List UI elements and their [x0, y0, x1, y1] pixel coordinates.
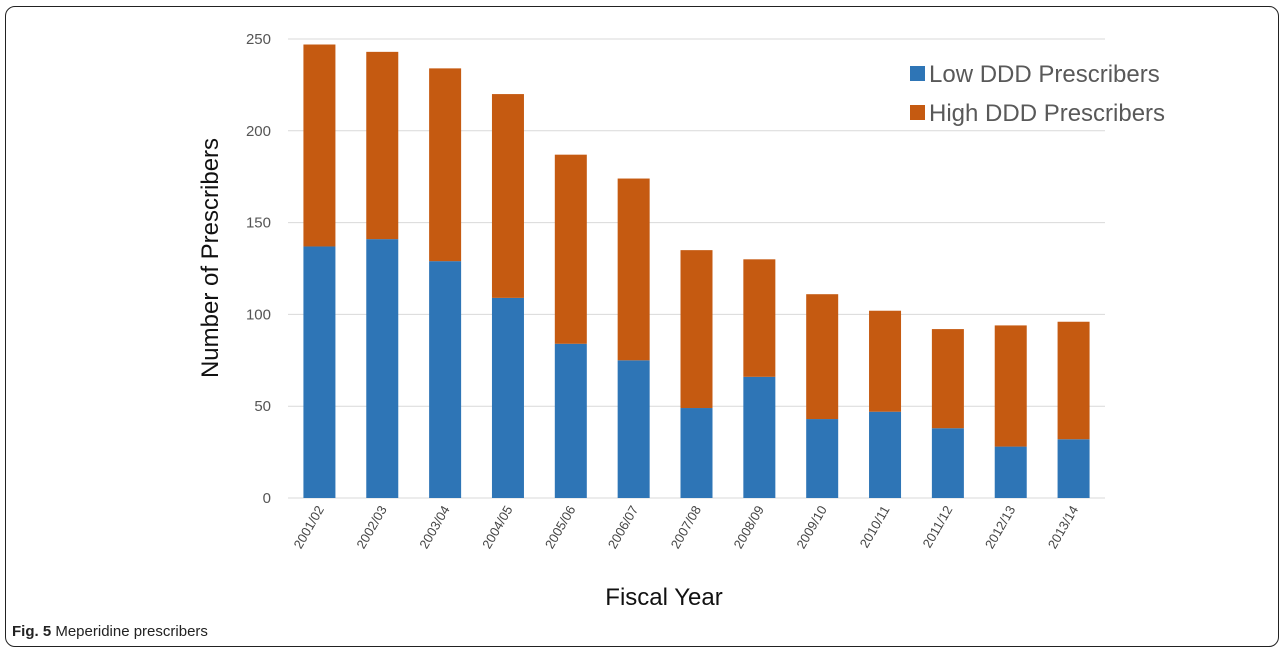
x-tick-labels: 2001/02 2002/03 2003/04 2004/05 2005/06 2006/…: [291, 503, 1082, 551]
bar-high-ddd: [1057, 321, 1090, 440]
bar-high-ddd: [869, 310, 902, 412]
figure-frame: [5, 6, 1279, 647]
legend: Low DDD Prescribers High DDD Prescribers: [910, 61, 1165, 127]
bar-low-ddd: [554, 343, 587, 498]
bar-high-ddd: [366, 51, 399, 240]
bar-low-ddd: [429, 261, 462, 498]
bar-low-ddd: [869, 411, 902, 498]
bar-low-ddd: [303, 246, 336, 498]
bar-low-ddd: [366, 239, 399, 498]
x-axis-title: Fiscal Year: [605, 584, 722, 611]
figure-caption-label: Fig. 5: [12, 623, 52, 640]
bar-high-ddd: [680, 250, 713, 409]
y-tick-label: 200: [246, 123, 271, 140]
bar-low-ddd: [1057, 439, 1090, 498]
bar-high-ddd: [806, 294, 839, 420]
figure-caption: Fig. 5 Meperidine prescribers: [12, 623, 208, 640]
gridlines: [288, 38, 1105, 499]
x-tick-label: 2001/02: [291, 503, 327, 551]
bar-low-ddd: [680, 408, 713, 498]
bar-low-ddd: [491, 297, 524, 498]
x-tick-label: 2004/05: [479, 503, 515, 551]
legend-label: Low DDD Prescribers: [929, 61, 1160, 88]
bar-high-ddd: [931, 329, 964, 429]
bar-high-ddd: [491, 94, 524, 298]
bar-high-ddd: [617, 178, 650, 361]
y-tick-label: 250: [246, 31, 271, 48]
bar-high-ddd: [429, 68, 462, 262]
bar-high-ddd: [994, 325, 1027, 447]
x-tick-label: 2012/13: [982, 503, 1018, 551]
bar-low-ddd: [743, 376, 776, 498]
x-tick-label: 2010/11: [857, 503, 893, 550]
bars: [303, 44, 1090, 498]
x-tick-label: 2009/10: [793, 503, 829, 551]
bar-low-ddd: [931, 428, 964, 498]
x-tick-label: 2003/04: [416, 503, 452, 551]
legend-label: High DDD Prescribers: [929, 100, 1165, 127]
y-tick-label: 100: [246, 306, 271, 323]
x-tick-label: 2007/08: [668, 503, 704, 551]
bar-low-ddd: [806, 419, 839, 498]
legend-swatch: [910, 66, 925, 81]
legend-swatch: [910, 105, 925, 120]
y-tick-labels: 0 50 100 150 200 250: [246, 31, 271, 507]
y-tick-label: 150: [246, 215, 271, 232]
y-tick-label: 0: [263, 490, 271, 507]
y-axis-title: Number of Prescribers: [197, 138, 224, 378]
x-tick-label: 2008/09: [730, 503, 766, 551]
bar-low-ddd: [994, 446, 1027, 498]
figure-caption-text: Meperidine prescribers: [51, 623, 208, 640]
x-tick-label: 2005/06: [542, 503, 578, 551]
bar-high-ddd: [303, 44, 336, 247]
bar-high-ddd: [743, 259, 776, 377]
x-tick-label: 2011/12: [919, 503, 955, 550]
x-tick-label: 2006/07: [605, 503, 641, 551]
bar-low-ddd: [617, 360, 650, 498]
bar-high-ddd: [554, 154, 587, 344]
x-tick-label: 2013/14: [1045, 503, 1081, 551]
x-tick-label: 2002/03: [353, 503, 389, 551]
y-tick-label: 50: [254, 398, 271, 415]
